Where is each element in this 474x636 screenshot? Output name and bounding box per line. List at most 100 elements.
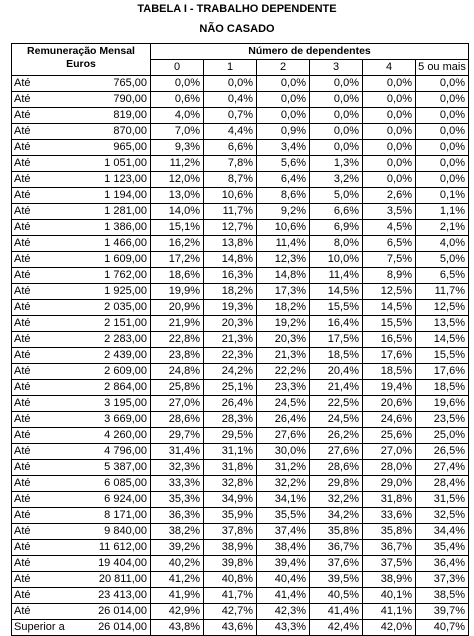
rate-cell-dep-1: 39,8% <box>203 555 257 572</box>
rate-cell-dep-1: 6,6% <box>203 139 257 156</box>
rate-cell-dep-1: 26,4% <box>203 395 257 412</box>
row-label: Até <box>11 187 72 204</box>
row-label: Superior a <box>11 619 72 636</box>
rate-cell-dep-0: 36,3% <box>150 507 204 524</box>
rate-cell-dep-0: 27,0% <box>150 395 204 412</box>
rate-cell-dep-3: 16,4% <box>309 315 363 332</box>
rate-cell-dep-3: 6,9% <box>309 219 363 236</box>
row-amount: 790,00 <box>71 91 151 108</box>
rate-cell-dep-3: 32,2% <box>309 491 363 508</box>
rate-cell-dep-5: 34,4% <box>415 523 469 540</box>
row-label: Até <box>11 91 72 108</box>
rate-cell-dep-5: 23,5% <box>415 411 469 428</box>
row-amount: 20 811,00 <box>71 571 151 588</box>
row-label: Até <box>11 587 72 604</box>
rate-cell-dep-5: 0,1% <box>415 187 469 204</box>
rate-cell-dep-4: 0,0% <box>362 123 416 140</box>
rate-cell-dep-5: 1,1% <box>415 203 469 220</box>
row-amount: 2 439,00 <box>71 347 151 364</box>
rate-cell-dep-0: 28,6% <box>150 411 204 428</box>
rate-cell-dep-3: 3,2% <box>309 171 363 188</box>
rate-cell-dep-4: 0,0% <box>362 75 416 92</box>
tax-table: Remuneração Mensal Euros Número de depen… <box>11 43 469 636</box>
rate-cell-dep-0: 7,0% <box>150 123 204 140</box>
rate-cell-dep-4: 29,0% <box>362 475 416 492</box>
remuneracao-header-line2: Euros <box>66 58 96 70</box>
rate-cell-dep-2: 26,4% <box>256 411 310 428</box>
row-label: Até <box>11 299 72 316</box>
table-row: Até 870,00 7,0% 4,4% 0,9% 0,0% 0,0% 0,0% <box>11 123 469 140</box>
rate-cell-dep-2: 37,4% <box>256 523 310 540</box>
rate-cell-dep-2: 22,2% <box>256 363 310 380</box>
rate-cell-dep-5: 0,0% <box>415 107 469 124</box>
rate-cell-dep-3: 0,0% <box>309 123 363 140</box>
rate-cell-dep-4: 0,0% <box>362 171 416 188</box>
rate-cell-dep-5: 38,5% <box>415 587 469 604</box>
rate-cell-dep-4: 28,0% <box>362 459 416 476</box>
rate-cell-dep-3: 15,5% <box>309 299 363 316</box>
table-row: Até 1 925,00 19,9% 18,2% 17,3% 14,5% 12,5% 11,7… <box>11 283 469 300</box>
row-amount: 23 413,00 <box>71 587 151 604</box>
rate-cell-dep-1: 32,8% <box>203 475 257 492</box>
rate-cell-dep-5: 14,5% <box>415 331 469 348</box>
row-label: Até <box>11 331 72 348</box>
row-label: Até <box>11 283 72 300</box>
rate-cell-dep-0: 33,3% <box>150 475 204 492</box>
rate-cell-dep-2: 8,6% <box>256 187 310 204</box>
rate-cell-dep-4: 27,0% <box>362 443 416 460</box>
rate-cell-dep-4: 0,0% <box>362 91 416 108</box>
table-row: Até 2 609,00 24,8% 24,2% 22,2% 20,4% 18,5% 17,6… <box>11 363 469 380</box>
row-label: Até <box>11 379 72 396</box>
rate-cell-dep-2: 35,5% <box>256 507 310 524</box>
row-amount: 3 669,00 <box>71 411 151 428</box>
rate-cell-dep-1: 20,3% <box>203 315 257 332</box>
dependentes-col-1: 1 <box>203 59 257 76</box>
row-amount: 4 260,00 <box>71 427 151 444</box>
rate-cell-dep-4: 37,5% <box>362 555 416 572</box>
row-label: Até <box>11 363 72 380</box>
rate-cell-dep-0: 0,0% <box>150 75 204 92</box>
rate-cell-dep-1: 42,7% <box>203 603 257 620</box>
rate-cell-dep-3: 35,8% <box>309 523 363 540</box>
rate-cell-dep-3: 42,4% <box>309 619 363 636</box>
rate-cell-dep-0: 14,0% <box>150 203 204 220</box>
rate-cell-dep-3: 21,4% <box>309 379 363 396</box>
rate-cell-dep-3: 0,0% <box>309 91 363 108</box>
rate-cell-dep-4: 24,6% <box>362 411 416 428</box>
rate-cell-dep-4: 33,6% <box>362 507 416 524</box>
rate-cell-dep-0: 41,2% <box>150 571 204 588</box>
rate-cell-dep-0: 22,8% <box>150 331 204 348</box>
rate-cell-dep-2: 34,1% <box>256 491 310 508</box>
row-amount: 5 387,00 <box>71 459 151 476</box>
table-row: Até 2 439,00 23,8% 22,3% 21,3% 18,5% 17,6% 15,5… <box>11 347 469 364</box>
rate-cell-dep-2: 43,3% <box>256 619 310 636</box>
rate-cell-dep-3: 37,6% <box>309 555 363 572</box>
row-label: Até <box>11 251 72 268</box>
rate-cell-dep-2: 0,0% <box>256 75 310 92</box>
rate-cell-dep-3: 39,5% <box>309 571 363 588</box>
rate-cell-dep-5: 0,0% <box>415 91 469 108</box>
table-row: Até 26 014,00 42,9% 42,7% 42,3% 41,4% 41,1% 39,… <box>11 603 469 620</box>
row-label: Até <box>11 139 72 156</box>
rate-cell-dep-5: 26,5% <box>415 443 469 460</box>
rate-cell-dep-1: 29,5% <box>203 427 257 444</box>
rate-cell-dep-2: 10,6% <box>256 219 310 236</box>
table-row: Até 3 195,00 27,0% 26,4% 24,5% 22,5% 20,6% 19,6… <box>11 395 469 412</box>
rate-cell-dep-0: 4,0% <box>150 107 204 124</box>
rate-cell-dep-2: 42,3% <box>256 603 310 620</box>
rate-cell-dep-5: 15,5% <box>415 347 469 364</box>
rate-cell-dep-3: 17,5% <box>309 331 363 348</box>
rate-cell-dep-1: 21,3% <box>203 331 257 348</box>
rate-cell-dep-3: 1,3% <box>309 155 363 172</box>
rate-cell-dep-4: 40,1% <box>362 587 416 604</box>
rate-cell-dep-1: 40,8% <box>203 571 257 588</box>
table-row: Até 790,00 0,6% 0,4% 0,0% 0,0% 0,0% 0,0% <box>11 91 469 108</box>
rate-cell-dep-2: 32,2% <box>256 475 310 492</box>
rate-cell-dep-4: 4,5% <box>362 219 416 236</box>
rate-cell-dep-2: 0,9% <box>256 123 310 140</box>
row-amount: 8 171,00 <box>71 507 151 524</box>
rate-cell-dep-1: 31,8% <box>203 459 257 476</box>
row-amount: 6 924,00 <box>71 491 151 508</box>
remuneracao-header-line1: Remuneração Mensal <box>27 45 135 57</box>
